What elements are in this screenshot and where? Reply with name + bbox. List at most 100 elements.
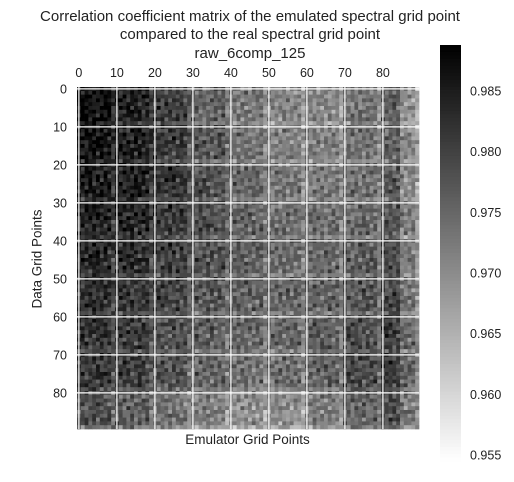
heatmap-cell	[179, 204, 184, 209]
heatmap-cell	[217, 193, 222, 198]
heatmap-cell	[221, 113, 226, 118]
heatmap-cell	[293, 144, 298, 149]
heatmap-cell	[282, 90, 287, 95]
heatmap-cell	[301, 151, 306, 156]
heatmap-cell	[217, 94, 222, 99]
heatmap-cell	[289, 254, 294, 259]
heatmap-cell	[221, 136, 226, 141]
heatmap-cell	[134, 90, 139, 95]
heatmap-cell	[232, 273, 237, 278]
heatmap-cell	[96, 121, 101, 126]
heatmap-cell	[172, 121, 177, 126]
heatmap-cell	[164, 166, 169, 171]
heatmap-cell	[84, 250, 89, 255]
heatmap-cell	[274, 185, 279, 190]
heatmap-cell	[194, 140, 199, 145]
heatmap-cell	[255, 144, 260, 149]
heatmap-cell	[206, 227, 211, 232]
heatmap-cell	[297, 189, 302, 194]
heatmap-cell	[141, 265, 146, 270]
heatmap-cell	[103, 273, 108, 278]
heatmap-cell	[301, 254, 306, 259]
heatmap-cell	[175, 155, 180, 160]
heatmap-cell	[194, 106, 199, 111]
heatmap-cell	[263, 155, 268, 160]
heatmap-cell	[384, 102, 389, 107]
heatmap-cell	[274, 269, 279, 274]
heatmap-cell	[118, 185, 123, 190]
heatmap-cell	[130, 288, 135, 293]
heatmap-cell	[187, 109, 192, 114]
heatmap-cell	[183, 227, 188, 232]
heatmap-cell	[331, 204, 336, 209]
heatmap-cell	[415, 106, 420, 111]
heatmap-cell	[103, 242, 108, 247]
heatmap-cell	[411, 204, 416, 209]
heatmap-cell	[365, 155, 370, 160]
heatmap-cell	[126, 284, 131, 289]
heatmap-cell	[324, 273, 329, 278]
heatmap-cell	[388, 269, 393, 274]
heatmap-cell	[187, 235, 192, 240]
heatmap-cell	[403, 208, 408, 213]
heatmap-cell	[407, 273, 412, 278]
heatmap-cell	[297, 132, 302, 137]
heatmap-cell	[331, 155, 336, 160]
heatmap-cell	[350, 102, 355, 107]
heatmap-cell	[392, 284, 397, 289]
heatmap-cell	[365, 250, 370, 255]
heatmap-cell	[392, 223, 397, 228]
heatmap-cell	[365, 121, 370, 126]
heatmap-cell	[130, 109, 135, 114]
heatmap-cell	[289, 109, 294, 114]
heatmap-cell	[274, 182, 279, 187]
heatmap-cell	[308, 269, 313, 274]
heatmap-cell	[92, 170, 97, 175]
heatmap-cell	[118, 197, 123, 202]
heatmap-cell	[350, 166, 355, 171]
heatmap-cell	[168, 132, 173, 137]
heatmap-cell	[377, 147, 382, 152]
heatmap-cell	[164, 151, 169, 156]
heatmap-cell	[373, 220, 378, 225]
heatmap-cell	[320, 204, 325, 209]
heatmap-cell	[172, 227, 177, 232]
heatmap-cell	[221, 265, 226, 270]
heatmap-cell	[308, 94, 313, 99]
heatmap-cell	[88, 178, 93, 183]
heatmap-cell	[206, 296, 211, 301]
heatmap-cell	[278, 292, 283, 297]
heatmap-cell	[369, 102, 374, 107]
heatmap-cell	[88, 90, 93, 95]
heatmap-cell	[320, 242, 325, 247]
heatmap-cell	[392, 193, 397, 198]
heatmap-cell	[335, 109, 340, 114]
heatmap-cell	[392, 140, 397, 145]
heatmap-cell	[244, 242, 249, 247]
heatmap-cell	[316, 98, 321, 103]
heatmap-cell	[210, 220, 215, 225]
heatmap-cell	[210, 94, 215, 99]
heatmap-cell	[111, 136, 116, 141]
heatmap-cell	[160, 147, 165, 152]
heatmap-cell	[282, 106, 287, 111]
heatmap-cell	[240, 170, 245, 175]
heatmap-cell	[293, 151, 298, 156]
heatmap-cell	[99, 159, 104, 164]
heatmap-cell	[187, 94, 192, 99]
heatmap-cell	[248, 216, 253, 221]
heatmap-cell	[103, 117, 108, 122]
heatmap-cell	[392, 220, 397, 225]
heatmap-cell	[118, 109, 123, 114]
heatmap-cell	[126, 280, 131, 285]
heatmap-cell	[103, 121, 108, 126]
heatmap-cell	[217, 136, 222, 141]
heatmap-cell	[217, 174, 222, 179]
heatmap-cell	[244, 117, 249, 122]
heatmap-cell	[354, 128, 359, 133]
heatmap-cell	[354, 220, 359, 225]
heatmap-cell	[137, 296, 142, 301]
heatmap-cell	[168, 170, 173, 175]
heatmap-cell	[255, 121, 260, 126]
heatmap-cell	[107, 98, 112, 103]
